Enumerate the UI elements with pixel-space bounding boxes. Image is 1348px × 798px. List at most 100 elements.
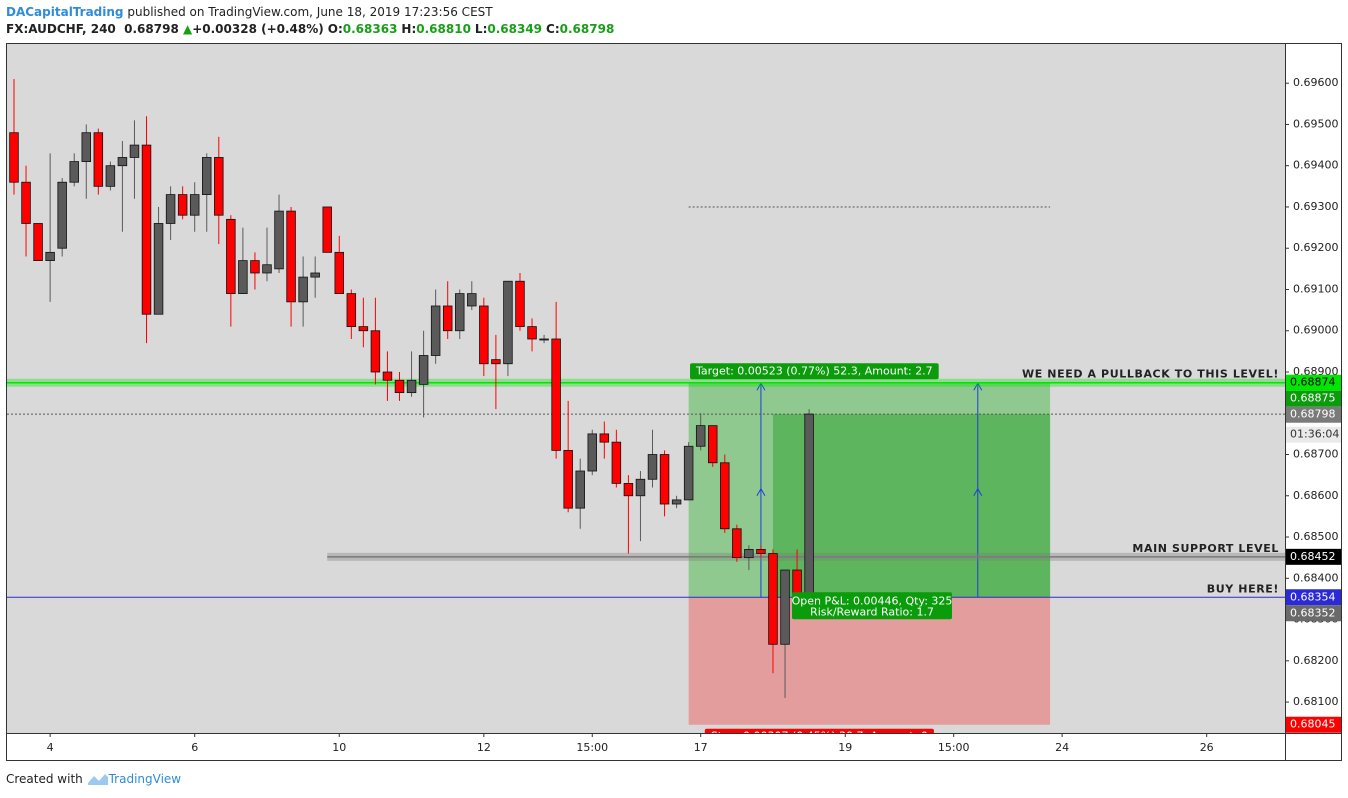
- last-price: 0.68798: [124, 22, 179, 36]
- candle-body: [334, 251, 345, 295]
- candle-body: [467, 293, 477, 307]
- candle-body: [93, 132, 104, 187]
- price-label: 0.68798: [1290, 408, 1336, 421]
- candle-body: [575, 470, 585, 509]
- candle-body: [105, 165, 116, 187]
- candle-body: [491, 359, 501, 365]
- header-quote: FX:AUDCHF, 240 0.68798 ▲+0.00328 (+0.48%…: [6, 22, 614, 36]
- countdown: 01:36:04: [1290, 428, 1339, 441]
- price-label: 0.68874: [1290, 376, 1336, 389]
- candle-body: [732, 528, 742, 559]
- stop-label: Stop: 0.00307 (0.45%) 30.7, Amount: 0: [711, 730, 928, 743]
- plot-background: [7, 44, 1285, 733]
- y-tick-label: 0.68100: [1293, 695, 1339, 708]
- target-label: Target: 0.00523 (0.77%) 52.3, Amount: 2.…: [695, 364, 933, 377]
- y-tick-label: 0.68500: [1293, 530, 1339, 543]
- candle-body: [177, 194, 188, 216]
- x-tick-label: 24: [1055, 741, 1069, 754]
- candle-body: [57, 181, 67, 249]
- candle-body: [768, 553, 778, 645]
- candle-body: [33, 223, 43, 262]
- y-tick-label: 0.68400: [1293, 571, 1339, 584]
- candle-body: [515, 280, 525, 328]
- price-label: 0.68875: [1290, 392, 1336, 405]
- candle-body: [238, 260, 248, 295]
- symbol: FX:AUDCHF, 240: [6, 22, 116, 36]
- candle-body: [430, 305, 441, 356]
- candle-body: [418, 355, 429, 385]
- candle-body: [780, 569, 790, 645]
- price-label: 0.68354: [1290, 590, 1336, 603]
- candle-body: [479, 305, 489, 365]
- ohlc-label: H:: [401, 22, 417, 36]
- candle-body: [165, 194, 176, 224]
- candle-body: [189, 194, 200, 216]
- price-label-box: [1286, 605, 1341, 622]
- candle-body: [202, 157, 212, 195]
- footer-text: Created with: [6, 772, 83, 786]
- candle-body: [708, 425, 718, 464]
- ohlc-value: 0.68349: [487, 22, 543, 36]
- candle-body: [45, 251, 55, 262]
- ohlc-label: L:: [474, 22, 488, 36]
- arrow-head: [756, 487, 766, 497]
- price-label-box: [1286, 716, 1341, 733]
- candle-body: [804, 413, 814, 600]
- x-tick-label: 15:00: [938, 741, 970, 754]
- candle-body: [635, 478, 646, 497]
- candle-body: [214, 157, 224, 216]
- price-label-box: [1286, 374, 1341, 391]
- y-tick-label: 0.69300: [1293, 200, 1339, 213]
- candle-body: [346, 293, 357, 328]
- candle-body: [298, 276, 308, 303]
- author[interactable]: DACapitalTrading: [6, 5, 124, 19]
- footer: Created with TradingView: [6, 772, 181, 786]
- countdown-box: [1286, 426, 1341, 443]
- y-tick-label: 0.69000: [1293, 324, 1339, 337]
- candle-body: [310, 272, 320, 278]
- candle-body: [659, 454, 670, 505]
- x-tick-label: 10: [332, 741, 346, 754]
- price-label-box: [1286, 390, 1341, 407]
- y-tick-label: 0.69600: [1293, 76, 1339, 89]
- price-label-box: [1286, 548, 1341, 565]
- ohlc-value: 0.68363: [342, 22, 398, 36]
- ohlc: O:0.68363 H:0.68810 L:0.68349 C:0.68798: [324, 22, 615, 36]
- candle-body: [394, 379, 405, 394]
- logo: [87, 774, 108, 785]
- candle-body: [117, 157, 128, 167]
- price-label: 0.68452: [1290, 550, 1336, 563]
- candle-body: [81, 132, 92, 162]
- footer-brand[interactable]: TradingView: [108, 772, 182, 786]
- plot: WE NEED A PULLBACK TO THIS LEVEL! MAIN SU…: [7, 79, 1285, 743]
- price-label-box: [1286, 589, 1341, 606]
- candle-body: [599, 433, 610, 443]
- y-tick-label: 0.68700: [1293, 448, 1339, 461]
- candle-body: [274, 210, 284, 270]
- stop-label-box: [704, 728, 934, 733]
- candle-body: [527, 326, 537, 340]
- candle-body: [9, 132, 19, 183]
- candle-body: [647, 454, 658, 480]
- candle-body: [756, 549, 766, 554]
- candle-body: [406, 379, 417, 394]
- x-tick-label: 19: [838, 741, 852, 754]
- y-tick-label: 0.68600: [1293, 489, 1339, 502]
- change: +0.00328 (+0.48%): [192, 22, 324, 36]
- candle-body: [587, 433, 598, 472]
- candle-body: [322, 206, 332, 253]
- ohlc-label: O:: [327, 22, 343, 36]
- candle-body: [539, 338, 549, 341]
- candle-body: [695, 425, 706, 447]
- pnl-label: Open P&L: 0.00446, Qty: 325: [792, 594, 953, 607]
- x-tick-label: 17: [694, 741, 708, 754]
- ohlc-value: 0.68810: [416, 22, 471, 36]
- y-tick-label: 0.68200: [1293, 654, 1339, 667]
- open-pnl-zone: [772, 414, 1051, 598]
- change-arrow: ▲: [182, 22, 193, 36]
- candle-body: [551, 338, 561, 451]
- chart: WE NEED A PULLBACK TO THIS LEVEL! MAIN SU…: [6, 43, 1342, 761]
- pnl-box: [792, 592, 952, 620]
- candle-body: [611, 441, 622, 484]
- candle-body: [563, 449, 573, 509]
